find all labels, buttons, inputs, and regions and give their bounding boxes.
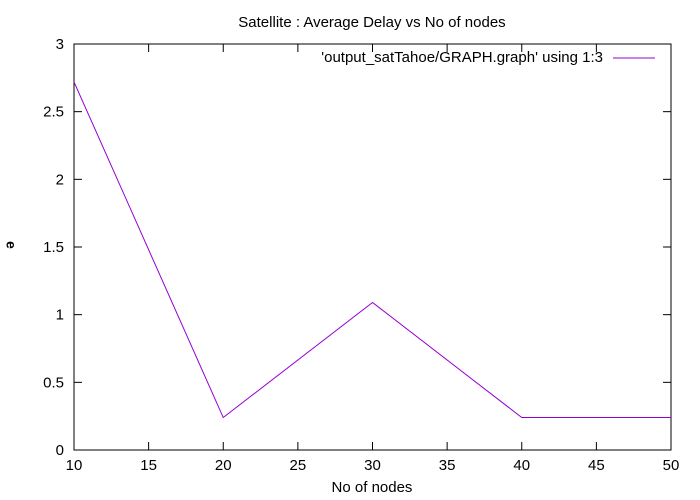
x-tick-label: 50 [663,457,680,474]
x-tick-label: 15 [140,457,157,474]
series-line [73,81,671,419]
y-tick-label: 0 [56,442,64,459]
y-axis-label: ǝ [1,241,17,249]
y-tick-label: 2 [56,171,64,188]
x-tick-label: 35 [439,457,456,474]
y-tick-label: 0.5 [43,374,64,391]
x-axis: 10 15 20 25 30 35 40 45 50 [66,44,680,474]
x-tick-label: 25 [290,457,307,474]
y-tick-label: 3 [56,36,64,53]
x-tick-label: 20 [215,457,232,474]
x-tick-label: 40 [513,457,530,474]
legend-label: 'output_satTahoe/GRAPH.graph' using 1:3 [321,49,603,66]
x-tick-label: 30 [364,457,381,474]
y-tick-label: 1.5 [43,239,64,256]
chart-title: Satellite : Average Delay vs No of nodes [238,14,505,31]
y-tick-label: 2.5 [43,104,64,121]
plot-frame [73,43,672,451]
x-axis-label: No of nodes [332,479,413,496]
x-tick-label: 45 [588,457,605,474]
x-tick-label: 10 [66,457,83,474]
y-tick-label: 1 [56,307,64,324]
y-axis: 0 0.5 1 1.5 2 2.5 3 [43,36,671,459]
